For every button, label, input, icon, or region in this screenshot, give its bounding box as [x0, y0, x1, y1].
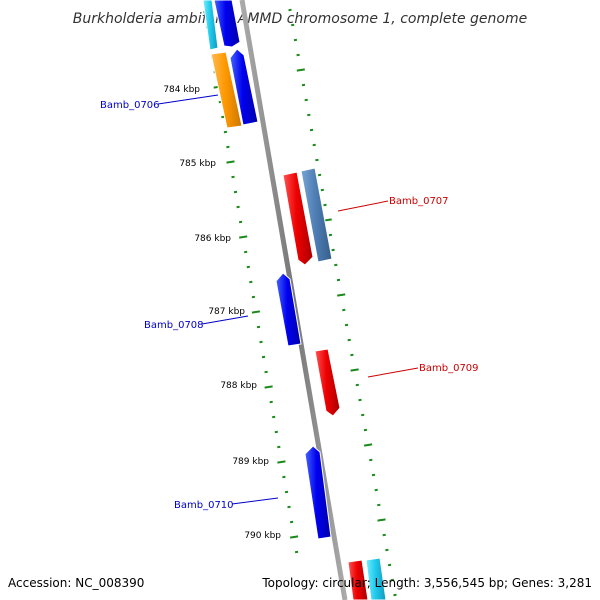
gene-bamb-0709[interactable]	[314, 348, 341, 417]
gene-label-bamb-0709[interactable]: Bamb_0709	[419, 363, 479, 374]
major-tick	[251, 310, 261, 314]
major-tick	[239, 235, 248, 239]
major-tick	[277, 460, 286, 464]
major-tick	[363, 443, 373, 447]
gene-steelblue[interactable]	[300, 167, 333, 263]
gene-label-bamb-0706[interactable]: Bamb_0706	[100, 100, 160, 111]
gene-features	[202, 0, 387, 600]
gene-blue-top[interactable]	[213, 0, 241, 48]
major-tick	[337, 293, 346, 297]
map-title: Burkholderia ambifaria AMMD chromosome 1…	[73, 11, 527, 27]
major-tick	[264, 385, 273, 389]
kbp-label: 790 kbp	[244, 531, 281, 541]
gene-cyan-bottom[interactable]	[365, 557, 387, 600]
right-tick-track	[288, 8, 397, 597]
gene-bamb-0708[interactable]	[275, 272, 302, 347]
gene-label-bamb-0710[interactable]: Bamb_0710	[174, 500, 234, 511]
gene-orange[interactable]	[210, 51, 243, 129]
gene-label-bamb-0708[interactable]: Bamb_0708	[144, 320, 204, 331]
kbp-label: 789 kbp	[232, 457, 269, 467]
major-tick	[377, 518, 386, 522]
major-tick	[226, 160, 235, 164]
major-tick	[296, 68, 305, 72]
gene-bamb-0710[interactable]	[304, 445, 332, 540]
gene-bamb-0706[interactable]	[229, 48, 259, 126]
gene-label-bamb-0707[interactable]: Bamb_0707	[389, 196, 449, 207]
major-tick	[289, 535, 299, 539]
kbp-label: 786 kbp	[194, 234, 231, 244]
genome-summary-text: Topology: circular; Length: 3,556,545 bp…	[261, 576, 592, 590]
accession-text: Accession: NC_008390	[8, 576, 144, 590]
major-tick	[350, 368, 359, 372]
leader-line	[231, 497, 279, 505]
leader-line	[201, 315, 249, 325]
gene-red-bottom[interactable]	[347, 559, 369, 600]
gene-cyan-top[interactable]	[202, 0, 219, 51]
leader-line	[337, 200, 389, 212]
kbp-label: 785 kbp	[179, 159, 216, 169]
leader-line	[367, 367, 419, 378]
left-tick-track	[203, 10, 299, 554]
gene-labels: Bamb_0706 Bamb_0707 Bamb_0708 Bamb_0709 …	[100, 94, 479, 511]
leader-line	[157, 94, 219, 105]
kbp-label: 784 kbp	[163, 85, 200, 95]
kbp-label: 788 kbp	[220, 381, 257, 391]
gene-bamb-0707[interactable]	[282, 171, 314, 266]
kbp-label: 787 kbp	[208, 307, 245, 317]
kbp-axis-labels: 784 kbp 785 kbp 786 kbp 787 kbp 788 kbp …	[163, 85, 281, 541]
